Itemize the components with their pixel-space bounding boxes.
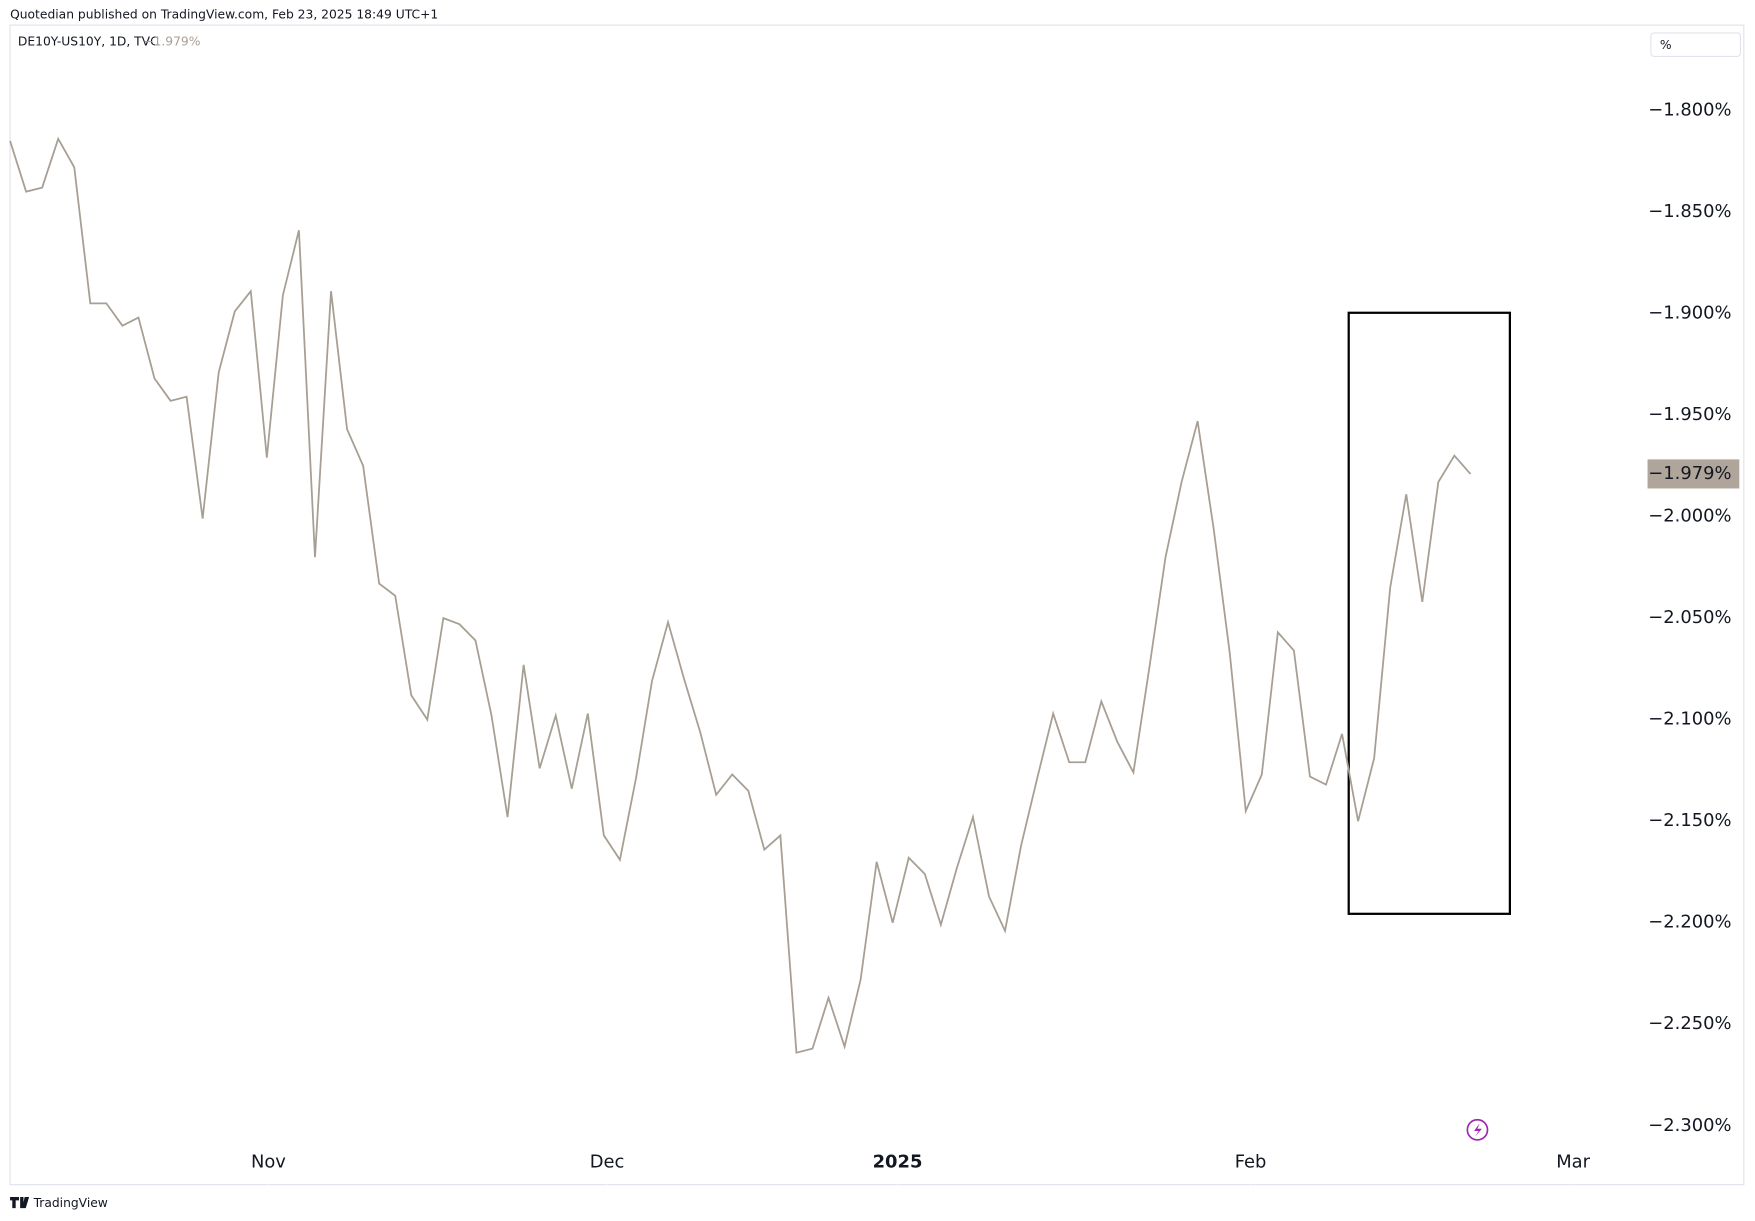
- price-label-bg: [1647, 459, 1740, 489]
- y-tick-label: −2.050%: [1648, 607, 1731, 628]
- brand: TradingView: [33, 1196, 108, 1210]
- y-tick-label: −2.000%: [1648, 506, 1731, 527]
- brand-logo: [10, 1196, 30, 1209]
- x-tick-label: Feb: [1235, 1151, 1267, 1172]
- highlight-box: [1347, 311, 1512, 915]
- x-tick-label: Nov: [251, 1151, 286, 1172]
- chart-frame: [9, 24, 1745, 1186]
- event-icon[interactable]: [1466, 1118, 1489, 1141]
- legend-last: −1.979%: [143, 34, 200, 48]
- unit-button[interactable]: [1650, 32, 1742, 58]
- y-tick-label: −2.250%: [1648, 1013, 1731, 1034]
- y-tick-label: −1.950%: [1648, 404, 1731, 425]
- y-tick-label: −2.150%: [1648, 810, 1731, 831]
- y-tick-label: −1.800%: [1648, 99, 1731, 120]
- x-tick-label: 2025: [873, 1151, 923, 1172]
- x-tick-label: Dec: [590, 1151, 625, 1172]
- y-tick-label: −2.100%: [1648, 709, 1731, 730]
- symbol-legend: DE10Y-US10Y, 1D, TVC: [18, 34, 159, 48]
- event-bolt: [1474, 1123, 1482, 1137]
- y-tick-label: −1.900%: [1648, 302, 1731, 323]
- y-tick-label: −1.850%: [1648, 201, 1731, 222]
- y-tick-label: −2.200%: [1648, 912, 1731, 933]
- x-tick-label: Mar: [1556, 1151, 1590, 1172]
- y-tick-label: −2.300%: [1648, 1115, 1731, 1136]
- publish-title: Quotedian published on TradingView.com, …: [10, 8, 438, 22]
- price-label: −1.979%: [1648, 463, 1731, 484]
- price-line: [9, 136, 1472, 1054]
- unit-label: %: [1660, 38, 1672, 52]
